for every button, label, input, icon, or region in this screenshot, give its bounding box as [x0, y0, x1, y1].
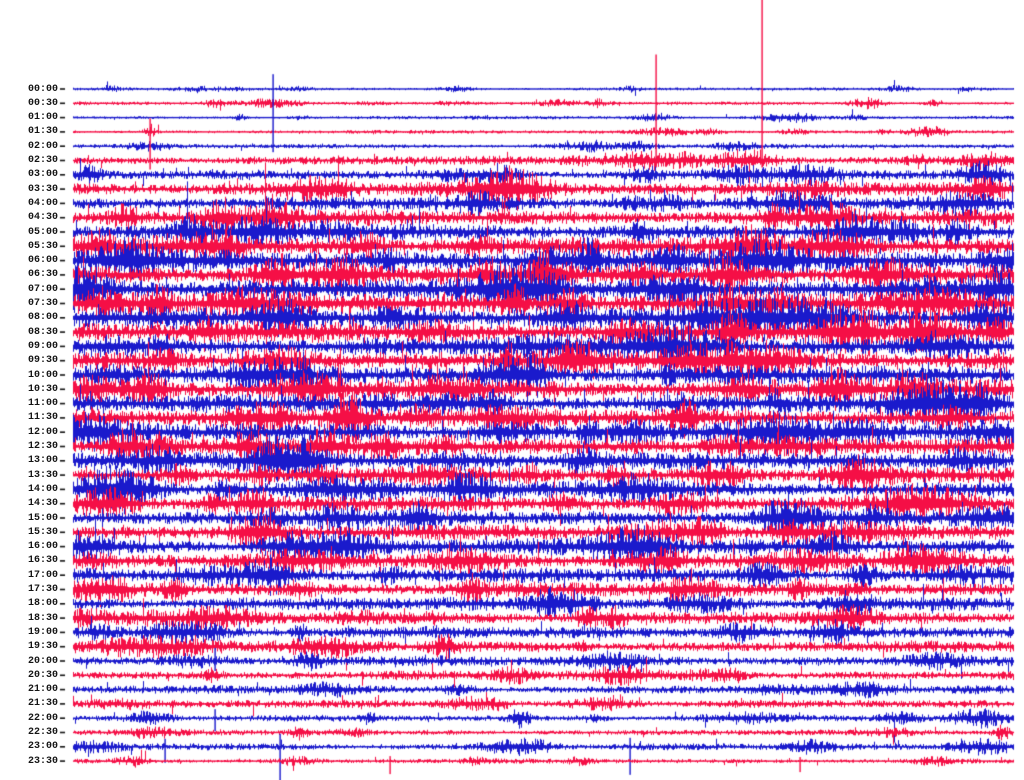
time-label: 20:00: [27, 655, 58, 667]
time-label: 16:00: [27, 541, 58, 553]
time-label: 19:00: [27, 626, 58, 638]
time-label: 12:30: [27, 441, 58, 452]
time-label: 08:30: [27, 326, 58, 338]
time-label: 22:30: [27, 727, 58, 738]
time-label-column: 00:00 00:30 01:00 01:30 02:00 02:30 03:00 03:30…: [0, 0, 60, 780]
time-label: 03:30: [27, 183, 58, 195]
time-label: 02:00: [27, 140, 58, 152]
time-label: 04:30: [27, 212, 58, 224]
time-label: 21:00: [27, 684, 58, 696]
time-label: 12:00: [27, 426, 58, 438]
time-label: 10:00: [27, 369, 58, 381]
time-label: 10:30: [27, 383, 58, 395]
time-label: 15:30: [27, 526, 58, 538]
time-label: 06:00: [27, 255, 58, 267]
time-label: 17:00: [27, 569, 58, 581]
time-label: 21:30: [27, 698, 58, 710]
time-label: 13:00: [27, 455, 58, 467]
time-label: 05:00: [27, 226, 58, 238]
time-label: 11:00: [27, 398, 58, 410]
time-label: 07:30: [27, 298, 58, 309]
time-label: 15:00: [27, 512, 58, 524]
time-label: 14:00: [27, 483, 58, 495]
time-label: 03:00: [27, 169, 58, 181]
time-label: 20:30: [27, 669, 58, 681]
time-label: 01:00: [27, 112, 58, 124]
time-label: 19:30: [27, 641, 58, 653]
time-label: 13:30: [27, 469, 58, 481]
time-label: 22:00: [27, 712, 58, 724]
time-label: 00:00: [27, 83, 58, 95]
time-label: 16:30: [27, 555, 58, 567]
time-label: 14:30: [27, 498, 58, 510]
time-label: 06:30: [27, 269, 58, 281]
time-label: 08:00: [27, 312, 58, 324]
time-label: 23:30: [27, 755, 58, 767]
time-label: 18:30: [27, 612, 58, 624]
time-label: 00:30: [27, 97, 58, 109]
time-label: 07:00: [27, 283, 58, 295]
time-label: 11:30: [27, 412, 58, 424]
time-label: 09:30: [27, 355, 58, 367]
time-label: 01:30: [27, 126, 58, 138]
time-label: 09:00: [27, 340, 58, 352]
time-label: 17:30: [27, 584, 58, 595]
time-label: 05:30: [27, 240, 58, 252]
time-label: 04:00: [27, 197, 58, 209]
time-label: 02:30: [27, 155, 58, 166]
time-label: 23:00: [27, 741, 58, 753]
time-label: 18:00: [27, 598, 58, 610]
